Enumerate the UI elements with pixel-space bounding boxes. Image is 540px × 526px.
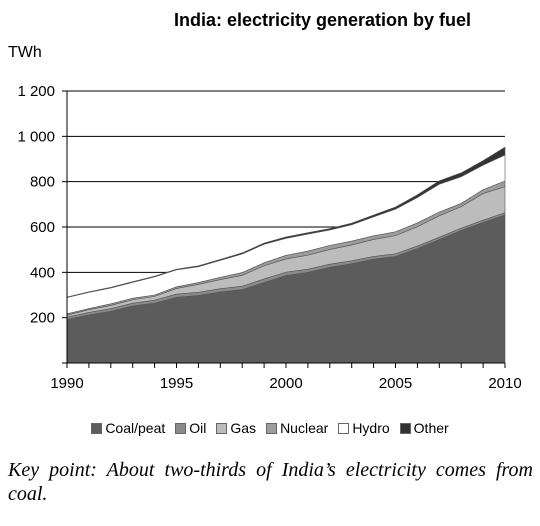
legend-label: Oil <box>189 420 207 436</box>
legend-swatch <box>175 422 187 434</box>
caption: Key point: About two-thirds of India’s e… <box>8 459 533 505</box>
legend-swatch <box>399 422 411 434</box>
y-tick-label: 600 <box>30 219 55 236</box>
legend: Coal/peat Oil Gas Nuclear Hydro Other <box>0 420 540 436</box>
legend-item: Other <box>399 420 449 436</box>
legend-item: Coal/peat <box>91 420 165 436</box>
legend-swatch <box>216 422 228 434</box>
y-axis-unit-label: TWh <box>8 44 42 61</box>
y-tick-label: 200 <box>30 310 55 327</box>
legend-swatch <box>266 422 278 434</box>
legend-item: Nuclear <box>266 420 328 436</box>
legend-swatch <box>338 422 350 434</box>
y-tick-label: 400 <box>30 264 55 281</box>
legend-label: Other <box>413 420 449 436</box>
y-tick-label: 800 <box>30 174 55 191</box>
legend-label: Nuclear <box>280 420 329 436</box>
legend-label: Hydro <box>352 420 390 436</box>
legend-label: Gas <box>230 420 257 436</box>
chart-plot: 1 200 1 000 800 600 400 200 1990 1995 2000 2005 20… <box>17 83 521 392</box>
legend-swatch <box>91 422 103 434</box>
x-tick-label: 2010 <box>488 375 521 392</box>
legend-label: Coal/peat <box>105 420 166 436</box>
y-tick-label: 1 000 <box>17 128 55 145</box>
x-tick-label: 2005 <box>379 375 412 392</box>
legend-item: Oil <box>175 420 206 436</box>
legend-item: Gas <box>216 420 256 436</box>
y-tick-label: 1 200 <box>17 83 55 100</box>
x-tick-label: 1990 <box>50 375 83 392</box>
x-tick-label: 1995 <box>160 375 193 392</box>
x-tick-label: 2000 <box>269 375 302 392</box>
chart-title: India: electricity generation by fuel <box>173 10 472 30</box>
legend-item: Hydro <box>338 420 390 436</box>
area-other <box>66 146 506 298</box>
